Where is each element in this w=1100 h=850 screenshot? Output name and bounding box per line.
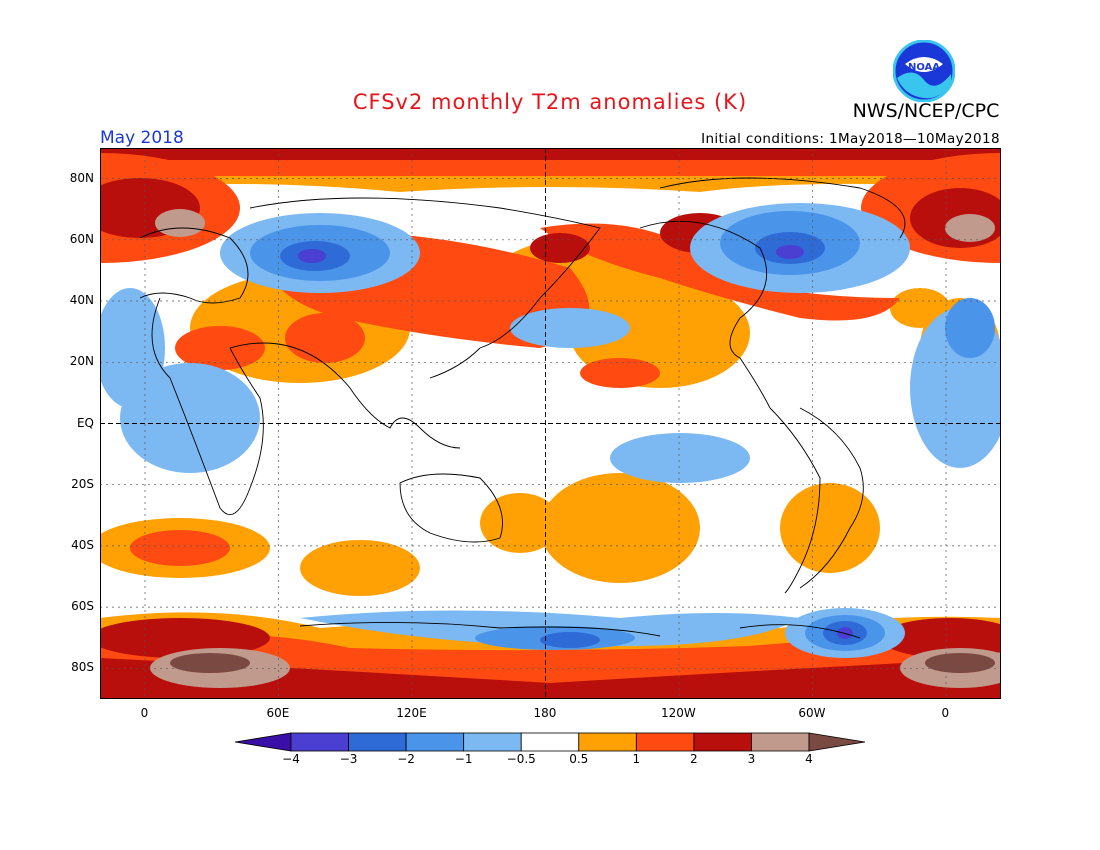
colorbar-label: −3 xyxy=(339,752,358,766)
lon-label: 0 xyxy=(140,706,149,720)
cold-anomaly-very-strong xyxy=(298,245,853,639)
colorbar xyxy=(235,732,865,752)
colorbar-label: −4 xyxy=(282,752,300,766)
forecast-month: May 2018 xyxy=(100,128,184,148)
map-title: CFSv2 monthly T2m anomalies (K) xyxy=(352,90,748,114)
lat-label: EQ xyxy=(76,415,94,430)
lat-label: 20N xyxy=(69,354,94,369)
lon-label: 120E xyxy=(396,706,427,720)
colorbar-bin xyxy=(635,732,695,752)
colorbar-label: 0.5 xyxy=(569,752,589,766)
lon-label: 0 xyxy=(941,706,950,720)
noaa-logo: NOAA xyxy=(893,40,955,102)
colorbar-label: 1 xyxy=(632,752,641,766)
colorbar-label: −0.5 xyxy=(506,752,536,766)
colorbar-bin xyxy=(520,732,580,752)
agency-label: NWS/NCEP/CPC xyxy=(852,100,1000,122)
lat-label: 40N xyxy=(69,293,94,308)
colorbar-bin xyxy=(235,732,292,752)
colorbar-bin xyxy=(405,732,465,752)
graticule xyxy=(100,148,1001,699)
lon-label: 120W xyxy=(661,706,696,720)
colorbar-bin xyxy=(578,732,637,752)
arctic-warm-belt xyxy=(100,148,1001,192)
lat-label: 20S xyxy=(71,476,94,491)
initial-conditions: Initial conditions: 1May2018—10May2018 xyxy=(701,131,1000,147)
coastlines xyxy=(139,177,906,639)
lat-label: 80N xyxy=(69,170,94,185)
antarctic-warm-belt xyxy=(100,612,1001,699)
colorbar-label: −2 xyxy=(397,752,415,766)
lat-label: 80S xyxy=(71,660,94,675)
colorbar-label: −1 xyxy=(454,752,473,766)
lat-label: 60N xyxy=(69,231,94,246)
colorbar-label: 2 xyxy=(690,752,698,766)
colorbar-bin xyxy=(290,732,349,752)
lon-label: 60W xyxy=(798,706,826,720)
colorbar-bin xyxy=(463,732,522,752)
noaa-logo-text: NOAA xyxy=(908,62,940,73)
anomaly-map xyxy=(100,148,1001,699)
lon-label: 60E xyxy=(266,706,290,720)
equator-dateline xyxy=(100,148,1001,699)
colorbar-bin xyxy=(693,732,752,752)
map-frame xyxy=(100,148,1001,699)
lat-label: 60S xyxy=(71,599,94,614)
colorbar-bin xyxy=(751,732,810,752)
lat-label: 40S xyxy=(71,537,94,552)
lon-label: 180 xyxy=(533,706,557,720)
colorbar-bin xyxy=(808,732,865,752)
colorbar-bin xyxy=(348,732,407,752)
colorbar-label: 4 xyxy=(805,752,813,766)
colorbar-label: 3 xyxy=(747,752,756,766)
